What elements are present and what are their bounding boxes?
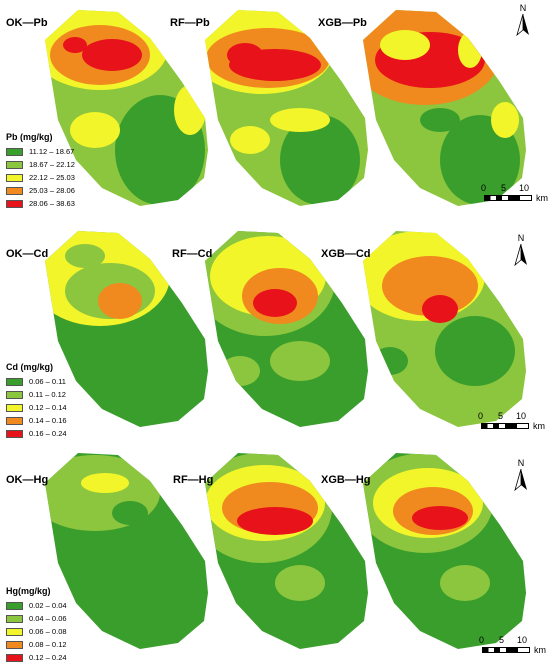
legend-item: 0.12 – 0.24: [6, 651, 67, 664]
legend-item: 0.08 – 0.12: [6, 638, 67, 651]
legend-swatch: [6, 390, 23, 399]
scale-bar: 0 5 10 km: [478, 411, 550, 433]
scale-tick-10: 10: [519, 183, 530, 193]
legend-label: 0.12 – 0.24: [29, 653, 67, 662]
legend-item: 28.06 – 38.63: [6, 197, 75, 210]
legend-label: 0.12 – 0.14: [29, 403, 67, 412]
legend-swatch: [6, 403, 23, 412]
legend-label: 0.04 – 0.06: [29, 614, 67, 623]
legend-title: Hg(mg/kg): [6, 586, 51, 596]
legend-label: 0.08 – 0.12: [29, 640, 67, 649]
scale-unit: km: [534, 645, 546, 655]
legend-swatch: [6, 640, 23, 649]
legend-title: Cd (mg/kg): [6, 362, 53, 372]
panel-title-ok: OK—Pb: [6, 17, 48, 29]
pb-map-panels: [45, 10, 526, 206]
legend-item: 0.02 – 0.04: [6, 599, 67, 612]
legend-item: 0.11 – 0.12: [6, 388, 67, 401]
legend-swatch: [6, 614, 23, 623]
legend-swatch: [6, 653, 23, 662]
legend-label: 28.06 – 38.63: [29, 199, 75, 208]
legend-swatch: [6, 377, 23, 386]
north-arrow: N: [510, 458, 532, 491]
legend-label: 0.06 – 0.11: [29, 377, 66, 386]
legend-label: 11.12 – 18.67: [29, 147, 75, 156]
legend-item: 11.12 – 18.67: [6, 145, 75, 158]
panel-title-rf: RF—Hg: [173, 474, 214, 486]
scale-tick-5: 5: [498, 411, 504, 421]
legend-item: 18.67 – 22.12: [6, 158, 75, 171]
legend-item: 0.06 – 0.11: [6, 375, 67, 388]
rf-pb-map: [205, 10, 368, 206]
legend-label: 22.12 – 25.03: [29, 173, 75, 182]
scale-tick-0: 0: [481, 183, 487, 193]
pb-row: OK—Pb RF—Pb XGB—Pb Pb (mg/kg) 11.12 – 18…: [0, 0, 550, 221]
legend-item: 22.12 – 25.03: [6, 171, 75, 184]
legend-label: 0.11 – 0.12: [29, 390, 66, 399]
north-arrow: N: [510, 233, 532, 266]
legend-label: 0.16 – 0.24: [29, 429, 67, 438]
legend-swatch: [6, 147, 23, 156]
legend-swatch: [6, 429, 23, 438]
xgb-pb-map: [363, 10, 526, 206]
north-arrow-icon: [516, 14, 529, 36]
cd-map-panels: [45, 231, 526, 427]
legend-item: 0.12 – 0.14: [6, 401, 67, 414]
north-label: N: [519, 3, 527, 13]
scale-bar: 0 5 10 km: [481, 183, 550, 205]
north-arrow-icon: [514, 244, 527, 266]
legend: Cd (mg/kg) 0.06 – 0.11 0.11 – 0.12 0.12 …: [6, 362, 67, 440]
scale-tick-0: 0: [478, 411, 484, 421]
xgb-cd-map: [363, 231, 526, 427]
north-label: N: [517, 233, 525, 243]
scale-tick-10: 10: [516, 411, 527, 421]
panel-title-rf: RF—Pb: [170, 17, 210, 29]
legend-item: 0.14 – 0.16: [6, 414, 67, 427]
legend-label: 25.03 – 28.06: [29, 186, 75, 195]
scale-bar-graphic: [484, 195, 532, 201]
north-label: N: [517, 458, 525, 468]
legend-label: 0.14 – 0.16: [29, 416, 67, 425]
panel-title-ok: OK—Cd: [6, 248, 49, 260]
scale-tick-10: 10: [517, 635, 528, 645]
legend-title: Pb (mg/kg): [6, 132, 53, 142]
legend: Hg(mg/kg) 0.02 – 0.04 0.04 – 0.06 0.06 –…: [6, 586, 67, 664]
scale-bar-graphic: [481, 423, 529, 429]
legend-label: 18.67 – 22.12: [29, 160, 75, 169]
legend-swatch: [6, 627, 23, 636]
legend-item: 0.06 – 0.08: [6, 625, 67, 638]
legend-label: 0.02 – 0.04: [29, 601, 67, 610]
north-arrow: N: [512, 3, 534, 36]
legend-swatch: [6, 416, 23, 425]
legend-label: 0.06 – 0.08: [29, 627, 67, 636]
panel-title-rf: RF—Cd: [172, 248, 213, 260]
legend-swatch: [6, 199, 23, 208]
legend-swatch: [6, 186, 23, 195]
scale-tick-5: 5: [499, 635, 505, 645]
scale-unit: km: [536, 193, 548, 203]
panel-title-xgb: XGB—Pb: [318, 17, 367, 29]
legend-swatch: [6, 601, 23, 610]
scale-tick-0: 0: [479, 635, 485, 645]
legend-item: 0.04 – 0.06: [6, 612, 67, 625]
scale-tick-5: 5: [501, 183, 507, 193]
legend-item: 25.03 – 28.06: [6, 184, 75, 197]
hg-row: OK—Hg RF—Hg XGB—Hg Hg(mg/kg) 0.02 – 0.04…: [0, 443, 550, 664]
north-arrow-icon: [514, 469, 527, 491]
panel-title-xgb: XGB—Hg: [321, 474, 371, 486]
legend-swatch: [6, 173, 23, 182]
scale-bar-graphic: [482, 647, 530, 653]
scale-unit: km: [533, 421, 545, 431]
scale-bar: 0 5 10 km: [479, 635, 550, 657]
legend: Pb (mg/kg) 11.12 – 18.67 18.67 – 22.12 2…: [6, 132, 75, 210]
legend-swatch: [6, 160, 23, 169]
rf-hg-map: [205, 453, 368, 649]
panel-title-xgb: XGB—Cd: [321, 248, 371, 260]
legend-item: 0.16 – 0.24: [6, 427, 67, 440]
cd-row: OK—Cd RF—Cd XGB—Cd Cd (mg/kg) 0.06 – 0.1…: [0, 221, 550, 442]
xgb-hg-map: [363, 453, 526, 649]
hg-map-panels: [45, 453, 526, 649]
panel-title-ok: OK—Hg: [6, 474, 49, 486]
